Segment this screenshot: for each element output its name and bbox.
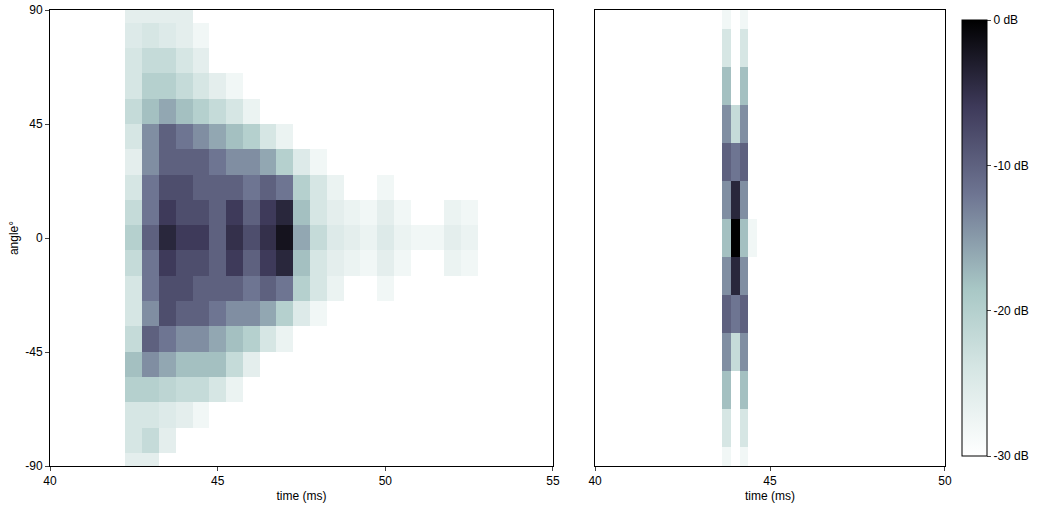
svg-text:40: 40 bbox=[588, 474, 602, 488]
svg-text:55: 55 bbox=[546, 474, 560, 488]
svg-text:-30 dB: -30 dB bbox=[993, 449, 1028, 463]
svg-text:0: 0 bbox=[36, 231, 43, 245]
svg-text:-20 dB: -20 dB bbox=[993, 304, 1028, 318]
svg-text:50: 50 bbox=[938, 474, 952, 488]
svg-text:45: 45 bbox=[29, 117, 43, 131]
svg-text:40: 40 bbox=[43, 474, 57, 488]
svg-text:45: 45 bbox=[763, 474, 777, 488]
svg-text:angle°: angle° bbox=[7, 221, 21, 255]
svg-text:time (ms): time (ms) bbox=[745, 489, 795, 503]
svg-text:0 dB: 0 dB bbox=[993, 13, 1018, 27]
svg-text:90: 90 bbox=[29, 3, 43, 17]
svg-text:time (ms): time (ms) bbox=[276, 489, 326, 503]
svg-text:50: 50 bbox=[379, 474, 393, 488]
svg-text:-90: -90 bbox=[25, 459, 43, 473]
svg-text:-10 dB: -10 dB bbox=[993, 159, 1028, 173]
svg-text:-45: -45 bbox=[25, 345, 43, 359]
svg-text:45: 45 bbox=[211, 474, 225, 488]
